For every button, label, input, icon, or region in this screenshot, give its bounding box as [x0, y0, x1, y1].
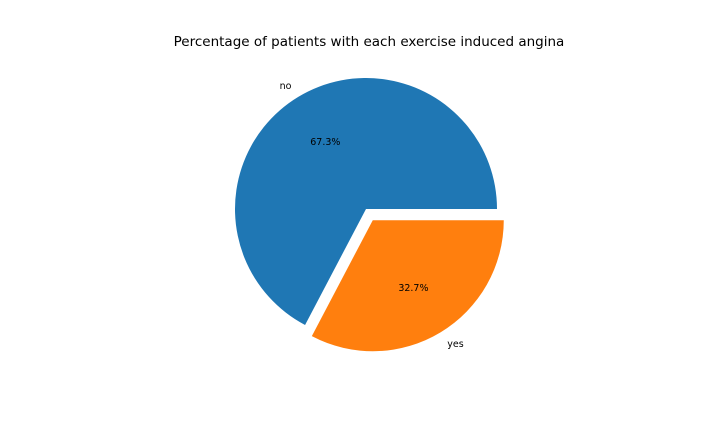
category-label-no: no: [280, 81, 292, 92]
pie-slices: [234, 77, 504, 352]
pct-label-yes: 32.7%: [398, 283, 428, 294]
pie-labels: 67.3% no 32.7% yes: [280, 81, 464, 350]
category-label-yes: yes: [447, 339, 463, 350]
pie-slice-yes: [311, 220, 504, 352]
pct-label-no: 67.3%: [310, 137, 340, 148]
chart-title: Percentage of patients with each exercis…: [174, 34, 565, 50]
pie-slice-no: [234, 77, 497, 325]
